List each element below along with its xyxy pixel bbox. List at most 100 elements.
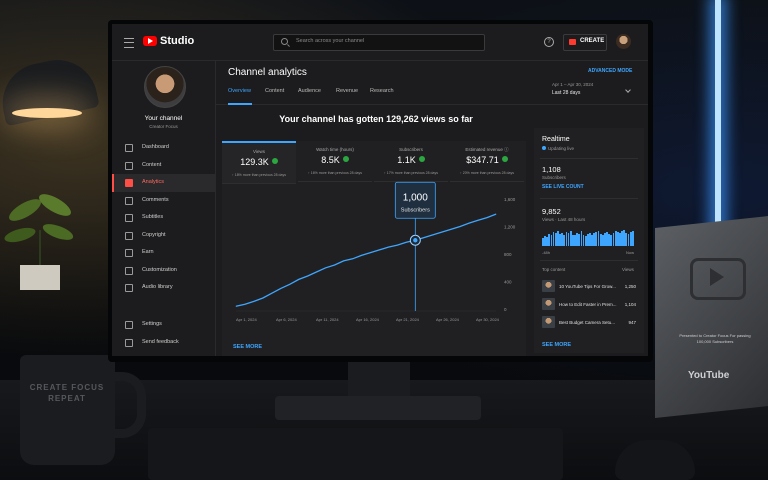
analytics-main: Channel analytics ADVANCED MODE Apr 1 – … (216, 61, 648, 356)
top-content-views-label: Views (622, 267, 634, 272)
video-thumbnail (542, 316, 555, 328)
sidebar-item-label: Subtitles (142, 214, 164, 220)
x-tick-label: Apr 16, 2024 (356, 317, 380, 322)
plant (4, 194, 74, 290)
realtime-see-more-link[interactable]: SEE MORE (542, 342, 572, 348)
realtime-bar (608, 233, 611, 246)
tab-research[interactable]: Research (370, 88, 394, 94)
sidebar-item-customization[interactable]: Customization (112, 262, 215, 280)
date-selection[interactable]: Last 28 days (552, 90, 581, 96)
realtime-bar (621, 231, 623, 246)
data-point (459, 226, 461, 227)
sidebar-item-copyright[interactable]: Copyright (112, 227, 215, 245)
sidebar-item-earn[interactable]: Earn (112, 244, 215, 262)
neon-light (715, 0, 721, 290)
tab-audience[interactable]: Audience (298, 88, 321, 94)
data-point (289, 283, 291, 285)
realtime-bar (576, 232, 579, 246)
top-content-item[interactable]: How to Edit Faster in Prem... 1,104 (542, 298, 638, 312)
top-content-item[interactable]: Best Budget Camera Setu... 947 (542, 316, 638, 330)
video-views: 1,104 (624, 302, 636, 307)
sidebar-item-label: Customization (142, 266, 177, 273)
search-input[interactable]: Search across your channel (273, 34, 485, 51)
data-point (307, 275, 309, 277)
sidebar-item-analytics[interactable]: Analytics (112, 174, 215, 192)
top-content-item[interactable]: 10 YouTube Tips For Grow... 1,250 (542, 280, 638, 294)
sidebar-item-label: Content (142, 161, 162, 168)
see-more-link[interactable]: SEE MORE (233, 344, 263, 350)
realtime-bar (563, 235, 566, 246)
tab-content[interactable]: Content (265, 88, 285, 94)
sidebar-item-send-feedback[interactable]: Send feedback (112, 334, 215, 352)
realtime-bar (546, 237, 549, 246)
realtime-bar (601, 235, 604, 246)
menu-icon[interactable] (124, 38, 134, 48)
metric-value: 1.1K (374, 155, 448, 165)
realtime-bar (606, 231, 608, 246)
x-tick-label: Apr 26, 2024 (436, 317, 460, 322)
analytics-icon (125, 179, 133, 187)
see-live-count-link[interactable]: SEE LIVE COUNT (542, 184, 584, 190)
studio-title[interactable]: Studio (160, 35, 195, 47)
realtime-bar (584, 236, 587, 246)
data-point (298, 279, 300, 280)
tab-divider (216, 104, 648, 105)
subscribers-chart[interactable]: 0 400 800 1,200 1,600 Apr 1, 2024 Apr 6, 2024 A… (222, 181, 526, 331)
mug-text: CREATE FOCUS REPEAT (29, 383, 105, 403)
tab-overview[interactable]: Overview (228, 88, 251, 94)
data-point (423, 237, 425, 238)
search-placeholder: Search across your channel (296, 38, 365, 44)
advanced-mode-button[interactable]: ADVANCED MODE (588, 68, 633, 74)
date-range[interactable]: Apr 1 – Apr 30, 2024 (552, 82, 594, 87)
sidebar-item-content[interactable]: Content (112, 157, 215, 175)
realtime-bar (610, 235, 613, 246)
metric-card-watch-time[interactable]: Watch time (hours) 8.5K ↑ 16% more than … (298, 141, 372, 182)
metrics-panel: Views 129.3K ↑ 18% more than previous 28… (222, 141, 526, 356)
realtime-bar (589, 232, 591, 246)
channel-avatar[interactable] (144, 66, 186, 108)
data-point (343, 260, 344, 262)
sidebar-item-audio-library[interactable]: Audio library (112, 279, 215, 297)
award-plaque (655, 216, 768, 418)
data-point (325, 267, 327, 269)
y-tick-label: 1,600 (504, 197, 516, 202)
views-headline: Your channel has gotten 129,262 views so… (279, 114, 473, 124)
data-point (352, 258, 353, 260)
divider (540, 198, 638, 199)
sidebar-item-settings[interactable]: Settings (112, 316, 215, 334)
audio-library-icon (125, 284, 133, 292)
plaque-logo: YouTube (688, 370, 730, 381)
realtime-bar (616, 232, 619, 246)
dashboard-icon (125, 144, 133, 152)
sidebar-item-subtitles[interactable]: Subtitles (112, 209, 215, 227)
metric-card-revenue[interactable]: Estimated revenue ⓘ $347.71 ↑ 20% more t… (450, 141, 524, 182)
realtime-panel: Realtime Updating live 1,108 Subscribers… (534, 128, 644, 353)
mug (20, 355, 115, 465)
realtime-subscribers-label: Subscribers (542, 175, 566, 180)
video-thumbnail (542, 298, 555, 310)
realtime-bar (571, 234, 574, 246)
create-button[interactable]: CREATE (563, 34, 607, 51)
account-avatar[interactable] (616, 34, 631, 49)
realtime-bar (550, 235, 553, 246)
youtube-logo-icon[interactable] (143, 36, 157, 46)
metric-card-subscribers[interactable]: Subscribers 1.1K ↑ 17% more than previou… (374, 141, 448, 182)
chevron-down-icon[interactable] (625, 87, 631, 93)
sidebar-item-comments[interactable]: Comments (112, 192, 215, 210)
realtime-axis-end: Now (626, 250, 635, 255)
realtime-bar (542, 238, 544, 246)
metric-label: Views (253, 149, 265, 154)
tab-revenue[interactable]: Revenue (336, 88, 359, 94)
realtime-bar (593, 233, 596, 246)
data-point (280, 288, 282, 289)
help-icon[interactable]: ? (544, 37, 554, 47)
metric-value: 129.3K (222, 157, 296, 167)
sidebar-item-dashboard[interactable]: Dashboard (112, 139, 215, 157)
channel-name: Creator Focus (149, 124, 178, 129)
metric-card-views[interactable]: Views 129.3K ↑ 18% more than previous 28… (222, 141, 296, 184)
data-point (432, 234, 434, 236)
realtime-bar-chart[interactable] (542, 224, 638, 246)
realtime-bar (623, 230, 626, 246)
realtime-bar (556, 230, 559, 246)
data-point (397, 244, 398, 246)
